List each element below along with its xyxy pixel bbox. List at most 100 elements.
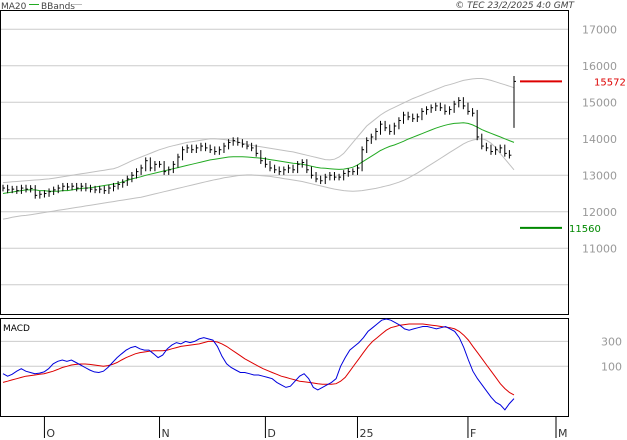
macd-main-line [2, 318, 515, 411]
price-bar [140, 164, 144, 175]
price-bar [472, 108, 475, 117]
price-bar [191, 144, 194, 154]
price-bar [25, 184, 29, 193]
price-y-axis-labels: 11000 12000 13000 14000 15000 16000 17000 [582, 23, 617, 255]
price-bar [112, 182, 116, 192]
price-bar [71, 182, 75, 191]
price-bar [426, 106, 429, 115]
price-bar [297, 161, 300, 174]
price-bar [66, 182, 70, 191]
price-bars [2, 75, 516, 199]
price-bar [172, 161, 176, 174]
price-bar [159, 161, 162, 168]
price-bar [154, 161, 157, 172]
price-bar [34, 185, 38, 199]
resistance-label: 15572 [594, 77, 626, 88]
price-bar [343, 170, 346, 181]
macd-panel-frame [0, 318, 569, 417]
timestamp: © TEC 23/2/2025 4:0 GMT [455, 1, 575, 11]
price-bar [255, 144, 259, 157]
price-bar [214, 146, 217, 155]
macd-signal-line [2, 323, 515, 396]
price-bar [182, 146, 185, 161]
price-bar [89, 184, 93, 193]
price-y-tick-label: 14000 [582, 133, 617, 146]
price-bar [260, 150, 263, 164]
x-tick-label: M [558, 427, 568, 440]
price-bar [407, 111, 411, 121]
price-bar [347, 168, 351, 177]
price-bar [2, 184, 5, 192]
price-bar [495, 146, 498, 155]
price-bar [416, 113, 420, 122]
price-bar [237, 137, 240, 146]
price-bar [246, 140, 249, 150]
price-bar [16, 185, 19, 194]
ma20-line [2, 122, 515, 194]
price-bar [209, 144, 213, 154]
price-bar [163, 161, 167, 175]
price-bar [310, 166, 314, 179]
legend-bbands: BBands [41, 2, 75, 12]
price-bar [30, 185, 33, 193]
price-bar [205, 142, 208, 152]
legend-ma20: MA20 [1, 2, 27, 12]
price-bar [85, 182, 88, 192]
support-resistance-levels [520, 80, 562, 229]
x-tick-label: O [46, 427, 55, 440]
price-bar [168, 166, 171, 175]
macd-y-axis-labels: 100 300 [601, 335, 622, 373]
price-y-tick-label: 17000 [582, 23, 617, 36]
legend-ma20-swatch [29, 4, 39, 5]
price-bar [435, 102, 438, 112]
price-bar [513, 75, 516, 128]
bollinger-bands [2, 78, 515, 220]
price-bar [301, 159, 305, 168]
price-bar [412, 113, 415, 122]
price-bar [103, 185, 107, 194]
price-bar [467, 102, 470, 115]
price-bar [449, 106, 452, 115]
price-bar [393, 122, 397, 135]
price-bar [39, 190, 42, 199]
macd-lines [2, 318, 515, 411]
support-label: 11560 [569, 224, 601, 235]
price-y-tick-label: 13000 [582, 169, 617, 182]
price-bar [361, 146, 365, 172]
price-bar [62, 182, 65, 192]
price-bar [57, 184, 61, 194]
price-bar [94, 185, 98, 194]
price-bar [320, 175, 323, 185]
price-bar [232, 137, 236, 146]
price-bar [485, 142, 489, 152]
bb-upper-line [2, 78, 515, 184]
price-bar [324, 173, 328, 185]
ma20-path [2, 122, 515, 194]
price-bar [99, 185, 102, 194]
price-bar [352, 168, 355, 175]
price-bar [356, 164, 360, 175]
price-bar [108, 184, 111, 194]
price-bar [48, 188, 52, 197]
price-bar [20, 184, 24, 194]
price-bar [315, 171, 319, 183]
x-tick-label: N [162, 427, 170, 440]
x-axis: O N D 25 F M [43, 416, 568, 440]
macd-title: MACD [3, 324, 30, 334]
price-bar [126, 175, 130, 186]
price-bar [398, 117, 401, 130]
price-bar [366, 137, 369, 154]
price-bar [421, 108, 424, 121]
x-tick-label: 25 [359, 427, 373, 440]
macd-y-tick-label: 300 [601, 335, 622, 348]
grid [1, 28, 568, 367]
price-bar [430, 104, 434, 113]
price-bar [403, 111, 406, 124]
price-bar [269, 161, 273, 172]
price-y-tick-label: 11000 [582, 242, 617, 255]
price-bar [458, 97, 461, 108]
price-bar [80, 182, 84, 192]
price-bar [508, 150, 512, 159]
x-tick-label: F [470, 427, 476, 440]
price-bar [131, 171, 134, 183]
